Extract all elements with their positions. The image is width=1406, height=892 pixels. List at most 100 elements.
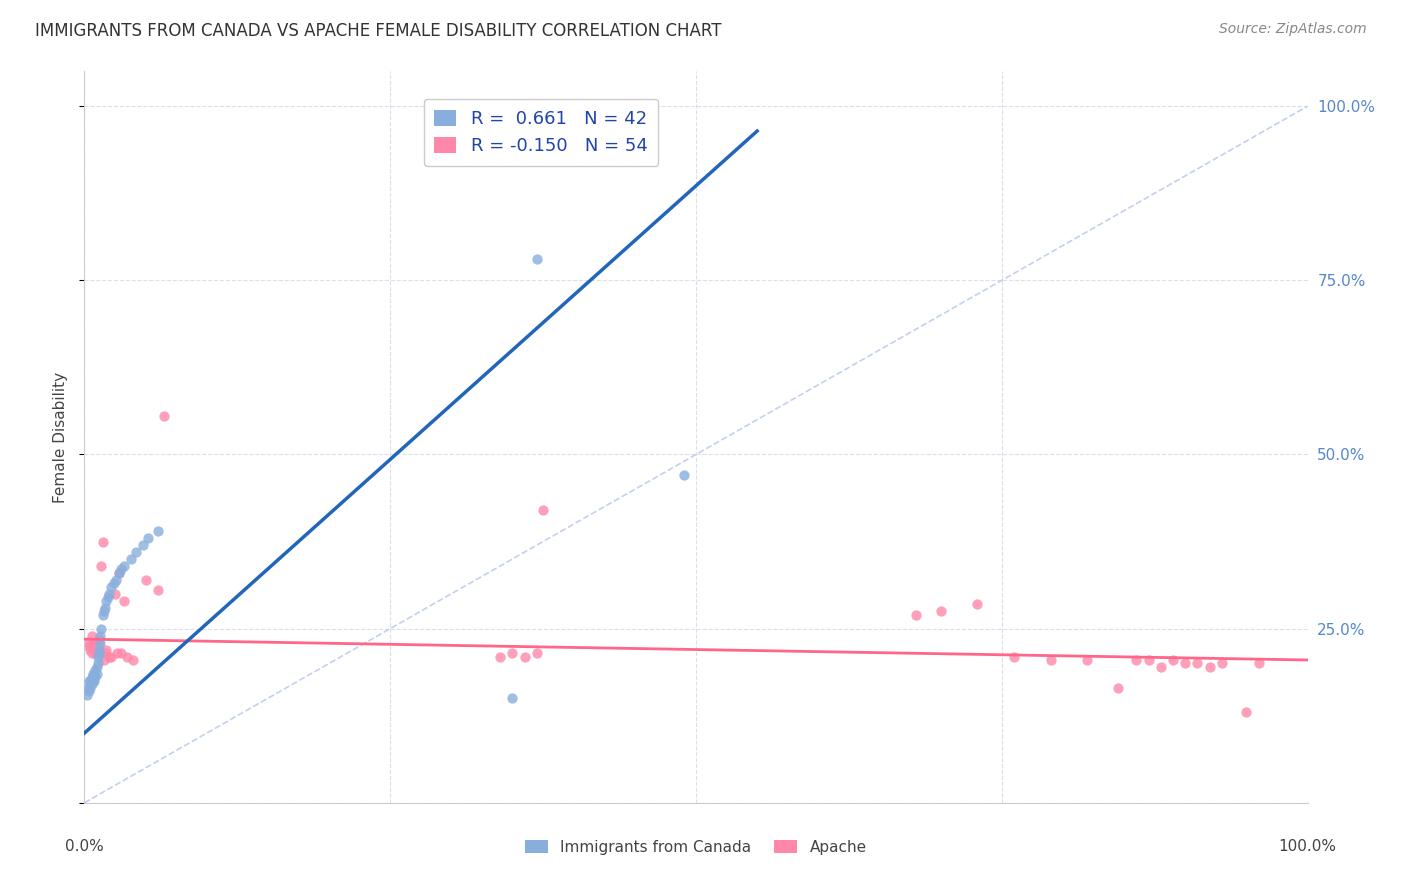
Point — [93, 653, 115, 667]
Point — [672, 468, 695, 483]
Point — [526, 252, 548, 267]
Point — [83, 642, 105, 657]
Point — [513, 649, 536, 664]
Point — [82, 667, 104, 681]
Point — [77, 639, 100, 653]
Point — [1236, 705, 1258, 719]
Point — [502, 646, 524, 660]
Point — [76, 688, 98, 702]
Point — [97, 591, 120, 605]
Point — [107, 566, 129, 580]
Point — [86, 660, 108, 674]
Point — [104, 587, 127, 601]
Point — [90, 558, 112, 573]
Point — [1211, 657, 1233, 671]
Point — [905, 607, 928, 622]
Point — [110, 646, 132, 660]
Legend: Immigrants from Canada, Apache: Immigrants from Canada, Apache — [519, 834, 873, 861]
Point — [77, 673, 100, 688]
Point — [1187, 657, 1209, 671]
Point — [110, 562, 132, 576]
Point — [87, 642, 110, 657]
Point — [125, 545, 148, 559]
Point — [82, 635, 104, 649]
Point — [100, 580, 122, 594]
Point — [1198, 660, 1220, 674]
Point — [84, 639, 107, 653]
Point — [84, 670, 107, 684]
Point — [80, 677, 103, 691]
Point — [146, 583, 169, 598]
Point — [80, 670, 103, 684]
Point — [91, 607, 114, 622]
Point — [489, 649, 512, 664]
Text: Source: ZipAtlas.com: Source: ZipAtlas.com — [1219, 22, 1367, 37]
Point — [77, 681, 100, 695]
Point — [489, 113, 512, 128]
Point — [84, 646, 107, 660]
Point — [86, 635, 108, 649]
Point — [96, 594, 118, 608]
Point — [112, 594, 135, 608]
Point — [153, 409, 176, 424]
Point — [105, 573, 128, 587]
Point — [82, 639, 104, 653]
Point — [79, 673, 101, 688]
Point — [79, 642, 101, 657]
Point — [87, 639, 110, 653]
Point — [526, 646, 548, 660]
Point — [94, 600, 117, 615]
Point — [90, 622, 112, 636]
Point — [1137, 653, 1160, 667]
Point — [929, 604, 952, 618]
Point — [1161, 653, 1184, 667]
Point — [1174, 657, 1197, 671]
Point — [112, 558, 135, 573]
Point — [89, 629, 111, 643]
Point — [135, 573, 157, 587]
Text: 0.0%: 0.0% — [65, 839, 104, 855]
Point — [1002, 649, 1025, 664]
Point — [531, 503, 554, 517]
Point — [107, 566, 129, 580]
Point — [80, 646, 103, 660]
Point — [1125, 653, 1147, 667]
Point — [115, 649, 138, 664]
Point — [1107, 681, 1129, 695]
Point — [100, 649, 122, 664]
Point — [87, 642, 110, 657]
Point — [84, 664, 107, 678]
Point — [87, 657, 110, 671]
Point — [1076, 653, 1098, 667]
Point — [89, 635, 111, 649]
Point — [966, 597, 988, 611]
Point — [80, 629, 103, 643]
Point — [83, 673, 105, 688]
Point — [1150, 660, 1173, 674]
Point — [96, 642, 118, 657]
Point — [91, 534, 114, 549]
Point — [502, 691, 524, 706]
Point — [122, 653, 145, 667]
Point — [83, 667, 105, 681]
Point — [132, 538, 155, 552]
Point — [89, 646, 111, 660]
Point — [86, 667, 108, 681]
Point — [136, 531, 159, 545]
Point — [120, 552, 142, 566]
Point — [87, 649, 110, 664]
Point — [77, 635, 100, 649]
Point — [97, 587, 120, 601]
Point — [94, 646, 117, 660]
Text: IMMIGRANTS FROM CANADA VS APACHE FEMALE DISABILITY CORRELATION CHART: IMMIGRANTS FROM CANADA VS APACHE FEMALE … — [35, 22, 721, 40]
Point — [82, 673, 104, 688]
Point — [1247, 657, 1270, 671]
Y-axis label: Female Disability: Female Disability — [52, 371, 67, 503]
Point — [103, 576, 125, 591]
Text: 100.0%: 100.0% — [1278, 839, 1337, 855]
Point — [105, 646, 128, 660]
Point — [77, 684, 100, 698]
Point — [146, 524, 169, 538]
Point — [87, 632, 110, 646]
Point — [87, 646, 110, 660]
